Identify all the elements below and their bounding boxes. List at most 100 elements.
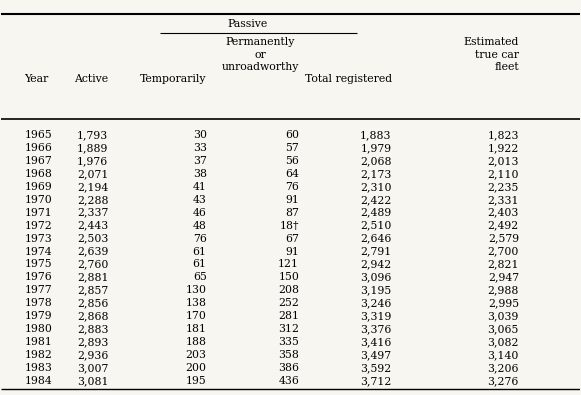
Text: 3,081: 3,081 bbox=[77, 376, 109, 386]
Text: 3,376: 3,376 bbox=[360, 324, 392, 334]
Text: 1966: 1966 bbox=[24, 143, 52, 153]
Text: 2,942: 2,942 bbox=[360, 260, 392, 269]
Text: 1982: 1982 bbox=[24, 350, 52, 360]
Text: 2,489: 2,489 bbox=[360, 208, 392, 218]
Text: 121: 121 bbox=[278, 260, 299, 269]
Text: 2,403: 2,403 bbox=[487, 208, 519, 218]
Text: 1979: 1979 bbox=[24, 311, 52, 321]
Text: 2,310: 2,310 bbox=[360, 182, 392, 192]
Text: 3,592: 3,592 bbox=[360, 363, 392, 373]
Text: 358: 358 bbox=[278, 350, 299, 360]
Text: 1983: 1983 bbox=[24, 363, 52, 373]
Text: 76: 76 bbox=[285, 182, 299, 192]
Text: 2,639: 2,639 bbox=[77, 246, 109, 256]
Text: 203: 203 bbox=[186, 350, 207, 360]
Text: 2,422: 2,422 bbox=[360, 195, 392, 205]
Text: Permanently
or
unroadworthy: Permanently or unroadworthy bbox=[222, 38, 299, 72]
Text: 208: 208 bbox=[278, 285, 299, 295]
Text: 2,110: 2,110 bbox=[487, 169, 519, 179]
Text: 46: 46 bbox=[193, 208, 207, 218]
Text: 2,995: 2,995 bbox=[488, 298, 519, 308]
Text: Temporarily: Temporarily bbox=[140, 74, 207, 84]
Text: 200: 200 bbox=[186, 363, 207, 373]
Text: 37: 37 bbox=[193, 156, 207, 166]
Text: Estimated
true car
fleet: Estimated true car fleet bbox=[464, 38, 519, 72]
Text: 57: 57 bbox=[285, 143, 299, 153]
Text: 1,883: 1,883 bbox=[360, 130, 392, 140]
Text: 2,868: 2,868 bbox=[77, 311, 109, 321]
Text: 76: 76 bbox=[193, 233, 207, 244]
Text: 1969: 1969 bbox=[24, 182, 52, 192]
Text: 2,857: 2,857 bbox=[77, 285, 109, 295]
Text: 2,337: 2,337 bbox=[77, 208, 109, 218]
Text: 3,065: 3,065 bbox=[487, 324, 519, 334]
Text: 91: 91 bbox=[285, 195, 299, 205]
Text: 2,881: 2,881 bbox=[77, 273, 109, 282]
Text: 1974: 1974 bbox=[24, 246, 52, 256]
Text: Active: Active bbox=[74, 74, 109, 84]
Text: 1975: 1975 bbox=[24, 260, 52, 269]
Text: 3,246: 3,246 bbox=[360, 298, 392, 308]
Text: 3,206: 3,206 bbox=[487, 363, 519, 373]
Text: 56: 56 bbox=[285, 156, 299, 166]
Text: 170: 170 bbox=[186, 311, 207, 321]
Text: 60: 60 bbox=[285, 130, 299, 140]
Text: 3,140: 3,140 bbox=[487, 350, 519, 360]
Text: 2,173: 2,173 bbox=[360, 169, 392, 179]
Text: 1,979: 1,979 bbox=[361, 143, 392, 153]
Text: 3,497: 3,497 bbox=[361, 350, 392, 360]
Text: 3,712: 3,712 bbox=[360, 376, 392, 386]
Text: 61: 61 bbox=[193, 260, 207, 269]
Text: 1967: 1967 bbox=[24, 156, 52, 166]
Text: 2,760: 2,760 bbox=[77, 260, 109, 269]
Text: 1965: 1965 bbox=[24, 130, 52, 140]
Text: 2,443: 2,443 bbox=[77, 221, 109, 231]
Text: 195: 195 bbox=[186, 376, 207, 386]
Text: 2,068: 2,068 bbox=[360, 156, 392, 166]
Text: 1978: 1978 bbox=[24, 298, 52, 308]
Text: 30: 30 bbox=[193, 130, 207, 140]
Text: 33: 33 bbox=[193, 143, 207, 153]
Text: 181: 181 bbox=[186, 324, 207, 334]
Text: 2,331: 2,331 bbox=[487, 195, 519, 205]
Text: 91: 91 bbox=[285, 246, 299, 256]
Text: 2,791: 2,791 bbox=[360, 246, 392, 256]
Text: 2,856: 2,856 bbox=[77, 298, 109, 308]
Text: 3,319: 3,319 bbox=[360, 311, 392, 321]
Text: 1971: 1971 bbox=[24, 208, 52, 218]
Text: 2,579: 2,579 bbox=[488, 233, 519, 244]
Text: 2,821: 2,821 bbox=[487, 260, 519, 269]
Text: 1984: 1984 bbox=[24, 376, 52, 386]
Text: 2,194: 2,194 bbox=[77, 182, 109, 192]
Text: 3,039: 3,039 bbox=[487, 311, 519, 321]
Text: 2,071: 2,071 bbox=[77, 169, 109, 179]
Text: 64: 64 bbox=[285, 169, 299, 179]
Text: 38: 38 bbox=[193, 169, 207, 179]
Text: Total registered: Total registered bbox=[304, 74, 392, 84]
Text: 1,823: 1,823 bbox=[487, 130, 519, 140]
Text: 2,510: 2,510 bbox=[360, 221, 392, 231]
Text: 2,646: 2,646 bbox=[360, 233, 392, 244]
Text: 130: 130 bbox=[186, 285, 207, 295]
Text: 2,936: 2,936 bbox=[77, 350, 109, 360]
Text: Passive: Passive bbox=[227, 19, 267, 29]
Text: Year: Year bbox=[24, 74, 49, 84]
Text: 1,976: 1,976 bbox=[77, 156, 109, 166]
Text: 281: 281 bbox=[278, 311, 299, 321]
Text: 1,922: 1,922 bbox=[487, 143, 519, 153]
Text: 2,988: 2,988 bbox=[487, 285, 519, 295]
Text: 2,235: 2,235 bbox=[487, 182, 519, 192]
Text: 386: 386 bbox=[278, 363, 299, 373]
Text: 87: 87 bbox=[285, 208, 299, 218]
Text: 2,503: 2,503 bbox=[77, 233, 109, 244]
Text: 1973: 1973 bbox=[24, 233, 52, 244]
Text: 3,082: 3,082 bbox=[487, 337, 519, 347]
Text: 61: 61 bbox=[193, 246, 207, 256]
Text: 252: 252 bbox=[278, 298, 299, 308]
Text: 18†: 18† bbox=[279, 221, 299, 231]
Text: 41: 41 bbox=[193, 182, 207, 192]
Text: 1968: 1968 bbox=[24, 169, 52, 179]
Text: 2,883: 2,883 bbox=[77, 324, 109, 334]
Text: 138: 138 bbox=[186, 298, 207, 308]
Text: 3,276: 3,276 bbox=[487, 376, 519, 386]
